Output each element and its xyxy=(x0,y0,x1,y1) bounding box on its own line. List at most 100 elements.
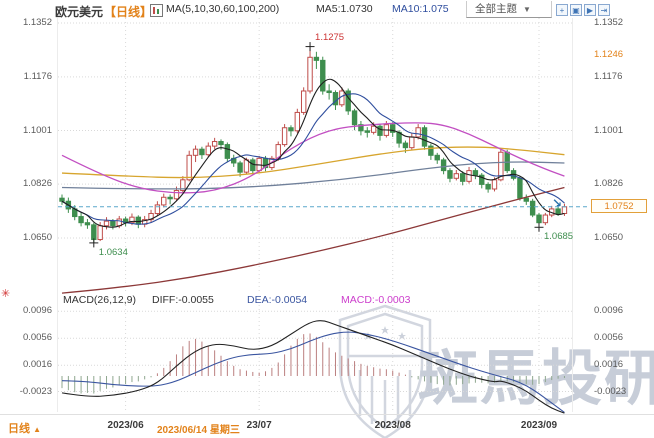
candle-body xyxy=(409,136,415,149)
ma30-line xyxy=(61,122,565,194)
candle-body xyxy=(453,173,460,179)
period-selector[interactable]: 日线 ▲ xyxy=(8,420,41,436)
candle-body xyxy=(211,141,218,147)
candle-body xyxy=(275,144,281,159)
jump-to-latest-button[interactable]: ⇥ xyxy=(598,4,610,16)
dea-line xyxy=(61,331,565,413)
candle-body xyxy=(523,197,529,202)
candle-body xyxy=(504,151,510,172)
annotation-1.0685: 1.0685 xyxy=(544,231,574,243)
candle-body xyxy=(180,179,186,192)
candle-body xyxy=(205,145,211,156)
price-tick-right: 1.1176 xyxy=(594,70,623,82)
candle-body xyxy=(377,125,383,136)
macd-tick-left: -0.0023 xyxy=(19,385,52,397)
candle-body xyxy=(161,196,167,206)
ma-settings-label: MA(5,10,30,60,100,200) xyxy=(166,3,280,15)
diff-value: DIFF:-0.0055 xyxy=(152,294,214,306)
price-tick-left: 1.0826 xyxy=(22,178,52,190)
candle-body xyxy=(485,183,491,190)
macd-title: MACD(26,12,9) xyxy=(63,294,136,306)
candle-body xyxy=(250,159,256,172)
candle-body xyxy=(447,170,453,179)
candle-body xyxy=(320,59,326,92)
snapshot-button[interactable]: ▣ xyxy=(570,4,582,16)
candle-body xyxy=(224,144,231,159)
date-tick: 23/07 xyxy=(246,420,272,431)
kline-chart-icon[interactable] xyxy=(150,4,163,17)
theme-dropdown-label: 全部主题 xyxy=(475,3,517,15)
macd-tick-right: 0.0096 xyxy=(594,305,624,317)
candle-body xyxy=(300,90,307,113)
latest-price-arrow-icon: ↘ xyxy=(552,195,563,210)
candle-body xyxy=(472,170,479,176)
period-up-arrow-icon: ▲ xyxy=(33,425,41,434)
candle-body xyxy=(415,127,421,138)
candle-body xyxy=(294,111,301,132)
theme-dropdown[interactable]: 全部主题 ▼ xyxy=(466,1,552,18)
indicator-settings-icon[interactable]: ✳ xyxy=(1,288,11,300)
ma5-line xyxy=(61,78,565,228)
watermark-text: 斑馬投研 xyxy=(418,345,654,412)
current-price-label: 1.0752 xyxy=(591,199,647,214)
annotation-1.0634: 1.0634 xyxy=(98,246,128,258)
candle-body xyxy=(288,127,294,132)
candle-body xyxy=(459,173,466,182)
candle-body xyxy=(402,142,409,149)
ma10-value: MA10:1.075 xyxy=(392,3,449,15)
candle-body xyxy=(479,174,485,185)
candle-body xyxy=(332,92,339,106)
macd-tick-right: -0.0023 xyxy=(594,385,627,397)
date-tick: 2023/09 xyxy=(520,420,558,431)
candle-body xyxy=(466,170,472,182)
candle-body xyxy=(135,216,142,225)
candle-body xyxy=(434,154,440,161)
annotation-1.1275: 1.1275 xyxy=(315,31,345,43)
candle-body xyxy=(192,148,199,156)
price-tick-right: 1.1001 xyxy=(594,124,624,136)
chevron-down-icon: ▼ xyxy=(523,5,531,14)
candle-body xyxy=(78,216,84,224)
candle-body xyxy=(110,220,116,227)
symbol-label: 欧元美元 xyxy=(55,5,104,19)
play-forward-button[interactable]: ▶ xyxy=(584,4,596,16)
candle-body xyxy=(428,145,434,156)
candle-body xyxy=(313,56,320,61)
candle-body xyxy=(116,218,122,227)
candle-body xyxy=(421,127,428,147)
candle-body xyxy=(281,127,288,146)
price-tick-right: 1.0650 xyxy=(594,232,624,243)
diff-line xyxy=(61,320,565,414)
candle-body xyxy=(536,214,542,224)
candle-body xyxy=(243,159,250,173)
dea-value: DEA:-0.0054 xyxy=(247,294,308,306)
ma10-line xyxy=(61,93,565,225)
candle-body xyxy=(351,110,358,126)
ma60-line xyxy=(61,146,565,179)
ma5-value: MA5:1.0730 xyxy=(316,3,373,15)
candle-body xyxy=(218,141,224,146)
crosshair-date-label: 2023/06/14 星期三 xyxy=(157,425,240,436)
candle-body xyxy=(364,130,370,133)
macd-tick-left: 0.0016 xyxy=(22,359,52,371)
price-tick-left: 1.0650 xyxy=(22,232,52,243)
candle-body xyxy=(358,124,364,132)
price-tick-left: 1.1176 xyxy=(23,70,52,82)
macd-tick-left: 0.0096 xyxy=(22,305,52,317)
prev-high-tick: 1.1246 xyxy=(594,49,624,61)
macd-tick-right: 0.0056 xyxy=(594,332,624,344)
candle-body xyxy=(91,224,97,241)
candle-body xyxy=(517,177,523,199)
candle-body xyxy=(173,190,180,200)
candle-body xyxy=(186,154,192,181)
date-tick: 2023/06 xyxy=(107,420,144,431)
candle-body xyxy=(326,90,332,94)
candle-body xyxy=(498,151,504,181)
candle-body xyxy=(154,204,161,214)
pan-tool-button[interactable]: + xyxy=(556,4,568,16)
candle-body xyxy=(237,162,243,173)
ma200-line xyxy=(61,186,565,294)
macd-tick-left: 0.0056 xyxy=(22,332,52,344)
